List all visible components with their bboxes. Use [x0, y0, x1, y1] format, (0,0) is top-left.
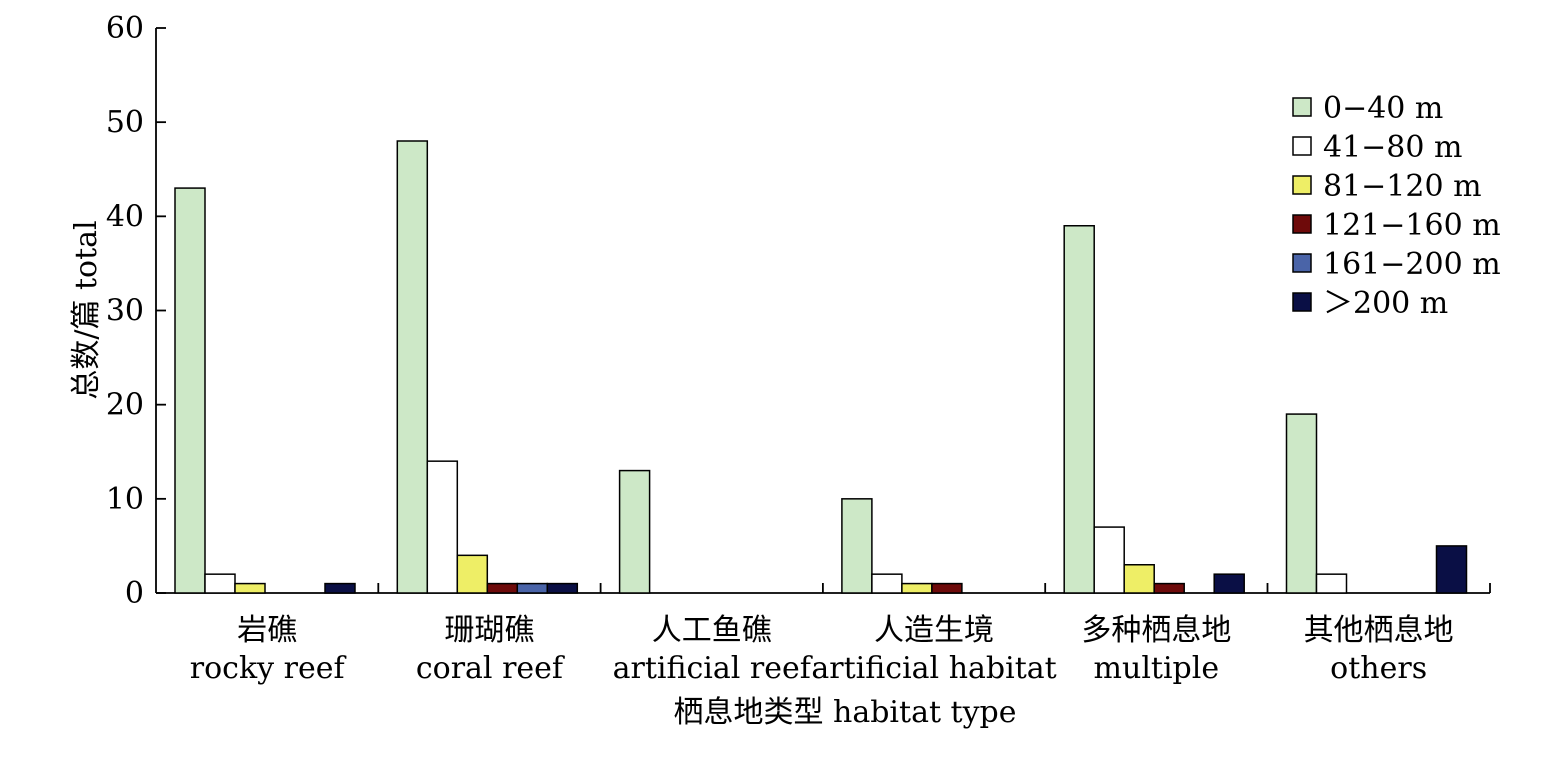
y-tick-label: 0	[125, 576, 144, 611]
x-axis-title: 栖息地类型 habitat type	[673, 695, 1016, 730]
legend-label: 161−200 m	[1323, 247, 1501, 282]
legend-label: ＞200 m	[1323, 286, 1448, 321]
bar	[871, 573, 903, 594]
category-label-zh: 珊瑚礁	[444, 613, 534, 648]
category-label-en: artificial reef	[613, 651, 813, 686]
bar	[1315, 573, 1348, 594]
bar	[396, 140, 429, 594]
legend-label: 81−120 m	[1323, 169, 1482, 204]
bar	[516, 582, 549, 594]
category-label-en: others	[1330, 651, 1427, 686]
bar	[841, 498, 873, 594]
legend-swatch	[1292, 214, 1312, 234]
y-axis-title: 总数/篇 total	[69, 220, 104, 399]
legend-swatch	[1292, 253, 1312, 273]
bar	[1093, 526, 1125, 594]
category-label-zh: 人工鱼礁	[652, 613, 772, 648]
bar	[204, 573, 236, 594]
bar	[546, 582, 579, 594]
legend-swatch	[1292, 175, 1312, 195]
bar	[234, 582, 266, 594]
category-label-en: multiple	[1094, 651, 1220, 686]
category-label-en: rocky reef	[190, 651, 347, 686]
y-tick-label: 40	[106, 199, 144, 234]
bar	[618, 469, 651, 594]
category-label-zh: 其他栖息地	[1304, 613, 1454, 648]
bar	[931, 582, 963, 594]
legend: 0−40 m 41−80 m 81−120 m 121−160 m 161−200 m ＞…	[1292, 91, 1501, 321]
legend-swatch	[1292, 136, 1312, 156]
bar	[174, 187, 206, 594]
y-tick-label: 50	[106, 105, 144, 140]
bar	[1213, 573, 1245, 594]
y-tick-label: 20	[106, 388, 144, 423]
category-label-zh: 人造生境	[874, 613, 994, 648]
y-tick-label: 10	[106, 482, 144, 517]
y-tick-label: 30	[106, 294, 144, 329]
legend-swatch	[1292, 97, 1312, 117]
bar	[456, 554, 489, 594]
y-ticks: 0 10 20 30 40 50 60	[106, 11, 166, 611]
bar	[1153, 582, 1185, 594]
legend-label: 41−80 m	[1323, 130, 1462, 165]
bar	[901, 582, 933, 594]
legend-label: 121−160 m	[1323, 208, 1501, 243]
bar	[1285, 413, 1318, 594]
category-label-en: artificial habitat	[811, 651, 1056, 686]
bars	[174, 140, 1468, 594]
bar	[1063, 225, 1095, 594]
legend-swatch	[1292, 292, 1312, 312]
bar	[426, 460, 459, 594]
category-label-zh: 多种栖息地	[1081, 613, 1231, 648]
bar	[1123, 564, 1155, 594]
bar	[486, 582, 519, 594]
bar	[1435, 545, 1468, 594]
category-label-zh: 岩礁	[237, 613, 297, 648]
legend-label: 0−40 m	[1323, 91, 1443, 126]
x-ticks	[377, 583, 1491, 593]
category-label-en: coral reef	[416, 651, 565, 686]
bar	[324, 582, 356, 594]
y-tick-label: 60	[106, 11, 144, 46]
